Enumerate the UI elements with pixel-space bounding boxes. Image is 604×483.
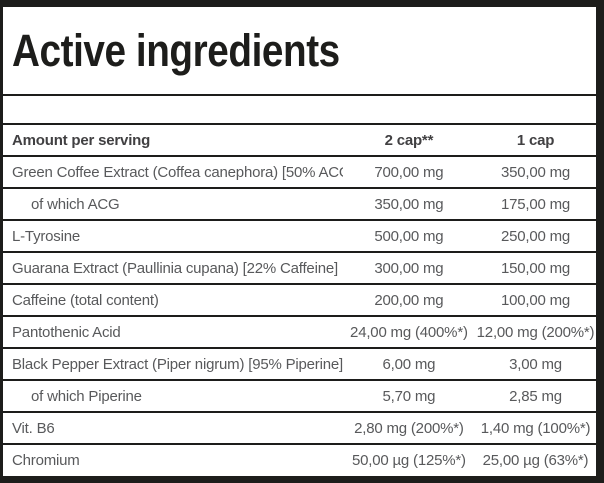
ingredient-amount-2cap: 2,80 mg (200%*) bbox=[342, 412, 476, 445]
ingredient-amount-2cap: 700,00 mg bbox=[342, 156, 476, 189]
header-amount-per-serving: Amount per serving bbox=[3, 125, 343, 157]
ingredient-amount-2cap: 50,00 µg (125%*) bbox=[351, 452, 466, 469]
table-row: of which Piperine 5,70 mg 2,85 mg bbox=[3, 380, 596, 413]
table-row: Chromium 50,00 µg (125%*) 25,00 µg (63%*… bbox=[3, 444, 596, 476]
table-row: Caffeine (total content) 200,00 mg 100,0… bbox=[3, 284, 596, 317]
ingredient-amount-1cap: 100,00 mg bbox=[475, 284, 596, 317]
table-row: of which ACG 350,00 mg 175,00 mg bbox=[3, 188, 596, 221]
table-row: Guarana Extract (Paullinia cupana) [22% … bbox=[3, 252, 596, 285]
ingredient-amount-2cap: 200,00 mg bbox=[342, 284, 476, 317]
ingredients-table: Amount per serving 2 cap** 1 cap Green C… bbox=[3, 125, 596, 476]
ingredient-amount-1cap: 175,00 mg bbox=[475, 188, 596, 221]
ingredient-amount-1cap: 150,00 mg bbox=[475, 252, 596, 285]
table-row: Vit. B6 2,80 mg (200%*) 1,40 mg (100%*) bbox=[3, 412, 596, 445]
ingredient-name: Caffeine (total content) bbox=[3, 284, 343, 317]
table-row: Black Pepper Extract (Piper nigrum) [95%… bbox=[3, 348, 596, 381]
header-2-cap: 2 cap** bbox=[342, 125, 476, 157]
ingredient-name: of which ACG bbox=[3, 188, 343, 221]
ingredient-amount-1cap: 3,00 mg bbox=[475, 348, 596, 381]
ingredient-amount-2cap: 6,00 mg bbox=[342, 348, 476, 381]
ingredient-name: Black Pepper Extract (Piper nigrum) [95%… bbox=[3, 348, 343, 381]
ingredient-name: Guarana Extract (Paullinia cupana) [22% … bbox=[3, 252, 343, 285]
ingredient-name: Vit. B6 bbox=[3, 412, 343, 445]
ingredient-amount-2cap: 500,00 mg bbox=[342, 220, 476, 253]
ingredient-amount-2cap: 300,00 mg bbox=[342, 252, 476, 285]
ingredient-amount-2cap: 24,00 mg (400%*) bbox=[342, 316, 476, 349]
ingredient-amount-1cap: 12,00 mg (200%*) bbox=[475, 316, 596, 349]
table-row: Pantothenic Acid 24,00 mg (400%*) 12,00 … bbox=[3, 316, 596, 349]
ingredient-name: Chromium bbox=[12, 452, 80, 469]
table-row: L-Tyrosine 500,00 mg 250,00 mg bbox=[3, 220, 596, 253]
ingredients-body: Green Coffee Extract (Coffea canephora) … bbox=[3, 156, 596, 476]
ingredient-name: of which Piperine bbox=[3, 380, 343, 413]
title-spacer-row bbox=[3, 96, 596, 125]
ingredient-amount-1cap: 1,40 mg (100%*) bbox=[475, 412, 596, 445]
ingredient-amount-2cap: 5,70 mg bbox=[342, 380, 476, 413]
ingredient-amount-1cap: 2,85 mg bbox=[475, 380, 596, 413]
ingredient-amount-2cap: 350,00 mg bbox=[342, 188, 476, 221]
table-row: Green Coffee Extract (Coffea canephora) … bbox=[3, 156, 596, 189]
ingredient-name: L-Tyrosine bbox=[3, 220, 343, 253]
header-1-cap: 1 cap bbox=[475, 125, 596, 157]
ingredient-name: Pantothenic Acid bbox=[3, 316, 343, 349]
ingredient-amount-1cap: 350,00 mg bbox=[475, 156, 596, 189]
table-header-row: Amount per serving 2 cap** 1 cap bbox=[3, 125, 596, 157]
panel-title-band: Active ingredients bbox=[3, 7, 596, 96]
ingredient-amount-1cap: 250,00 mg bbox=[475, 220, 596, 253]
panel-title: Active ingredients bbox=[12, 24, 340, 76]
ingredient-name: Green Coffee Extract (Coffea canephora) … bbox=[3, 156, 343, 189]
ingredient-amount-1cap: 25,00 µg (63%*) bbox=[482, 452, 589, 469]
